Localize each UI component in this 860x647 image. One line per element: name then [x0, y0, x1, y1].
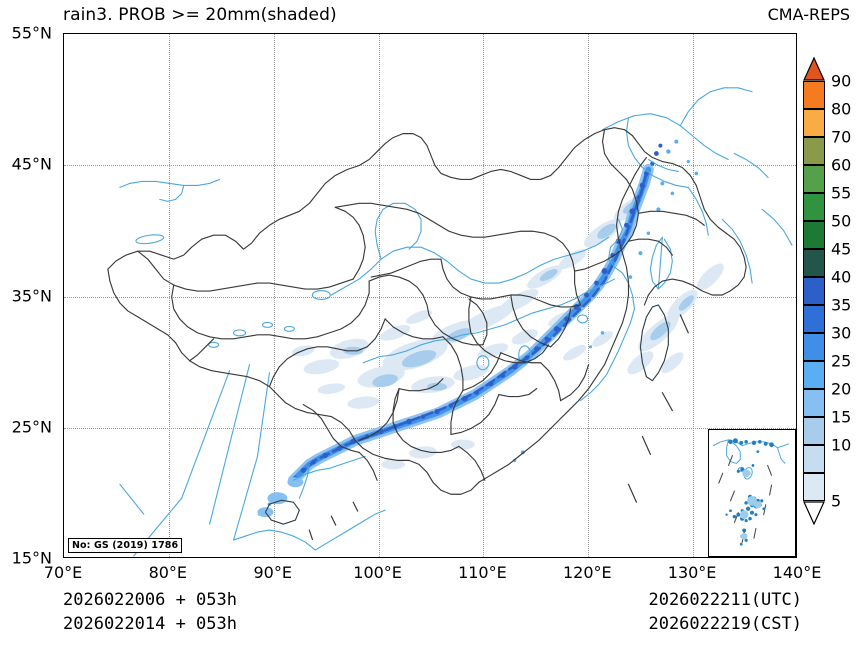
inset-geometry: [712, 438, 790, 546]
gridline-horizontal: [64, 296, 796, 298]
gridline-vertical: [378, 34, 380, 557]
colorbar-cell: [803, 445, 825, 473]
colorbar-cell: [803, 249, 825, 277]
x-tick-label: 120°E: [562, 563, 612, 582]
colorbar-tick-label: 20: [831, 379, 852, 399]
colorbar-tick-label: 80: [831, 99, 852, 119]
x-tick-label: 140°E: [772, 563, 822, 582]
colorbar-tick-label: 50: [831, 211, 852, 231]
colorbar-over-arrow: [803, 56, 825, 81]
colorbar-tick-label: 35: [831, 295, 852, 315]
map-canvas: No: GS (2019) 1786: [64, 34, 796, 557]
colorbar-cell: [803, 305, 825, 333]
colorbar-tick-label: 40: [831, 267, 852, 287]
colorbar-cell: [803, 277, 825, 305]
y-tick: [63, 165, 64, 166]
colorbar-cell: [803, 417, 825, 445]
map-geometry: [107, 87, 793, 557]
valid-time-utc: 2026022211(UTC): [648, 590, 802, 610]
gridline-horizontal: [64, 165, 796, 167]
map-credit-label: No: GS (2019) 1786: [68, 538, 183, 553]
model-label: CMA-REPS: [767, 5, 850, 24]
footer-row: 2026022014 + 053h 2026022219(CST): [0, 612, 860, 636]
colorbar-tick-label: 45: [831, 239, 852, 259]
colorbar-tick-label: 30: [831, 323, 852, 343]
colorbar-tick-label: 15: [831, 407, 852, 427]
y-tick: [63, 428, 64, 429]
y-tick-label: 55°N: [11, 23, 52, 43]
colorbar-cell: [803, 361, 825, 389]
colorbar-cell: [803, 81, 825, 109]
colorbar-cell: [803, 165, 825, 193]
gridline-vertical: [168, 34, 170, 557]
colorbar-tick-label: 55: [831, 183, 852, 203]
init-time-cst: 2026022014 + 053h: [63, 614, 237, 634]
page-title: rain3. PROB >= 20mm(shaded): [63, 5, 337, 25]
y-tick: [63, 34, 64, 35]
colorbar-cell: [803, 193, 825, 221]
colorbar-tick-label: 90: [831, 71, 852, 91]
x-tick-label: 70°E: [43, 563, 83, 582]
colorbar-cell: [803, 221, 825, 249]
y-tick-label: 35°N: [11, 286, 52, 305]
y-tick-label: 45°N: [11, 154, 52, 174]
y-tick-label: 15°N: [11, 548, 52, 568]
y-tick: [63, 297, 64, 298]
colorbar-tick-label: 25: [831, 351, 852, 371]
footer: 2026022006 + 053h 2026022211(UTC) 202602…: [0, 588, 860, 643]
valid-time-cst: 2026022219(CST): [648, 614, 802, 634]
colorbar-cell: [803, 389, 825, 417]
colorbar-cell: [803, 109, 825, 137]
x-tick-label: 130°E: [667, 563, 717, 582]
colorbar[interactable]: 90 80 70 60 55 50 45 40 35 30 25 20 15 1…: [803, 56, 851, 527]
gridline-vertical: [483, 34, 485, 557]
colorbar-tick-label: 10: [831, 435, 852, 455]
y-tick-label: 25°N: [11, 417, 52, 437]
colorbar-tick-label: 5: [831, 491, 842, 511]
colorbar-cell: [803, 473, 825, 501]
footer-row: 2026022006 + 053h 2026022211(UTC): [0, 588, 860, 612]
x-tick-label: 100°E: [353, 563, 402, 582]
colorbar-tick-label: 60: [831, 155, 852, 175]
x-tick-label: 90°E: [253, 563, 292, 582]
colorbar-tick-label: 70: [831, 127, 852, 147]
init-time-utc: 2026022006 + 053h: [63, 590, 237, 610]
colorbar-under-arrow: [803, 501, 825, 526]
x-tick-label: 110°E: [458, 563, 507, 582]
map-plot-area[interactable]: No: GS (2019) 1786: [63, 33, 797, 558]
colorbar-cell: [803, 137, 825, 165]
gridline-vertical: [273, 34, 275, 557]
gridline-horizontal: [64, 427, 796, 429]
x-tick-label: 80°E: [148, 563, 188, 582]
south-china-sea-inset[interactable]: [708, 429, 796, 557]
colorbar-cell: [803, 333, 825, 361]
